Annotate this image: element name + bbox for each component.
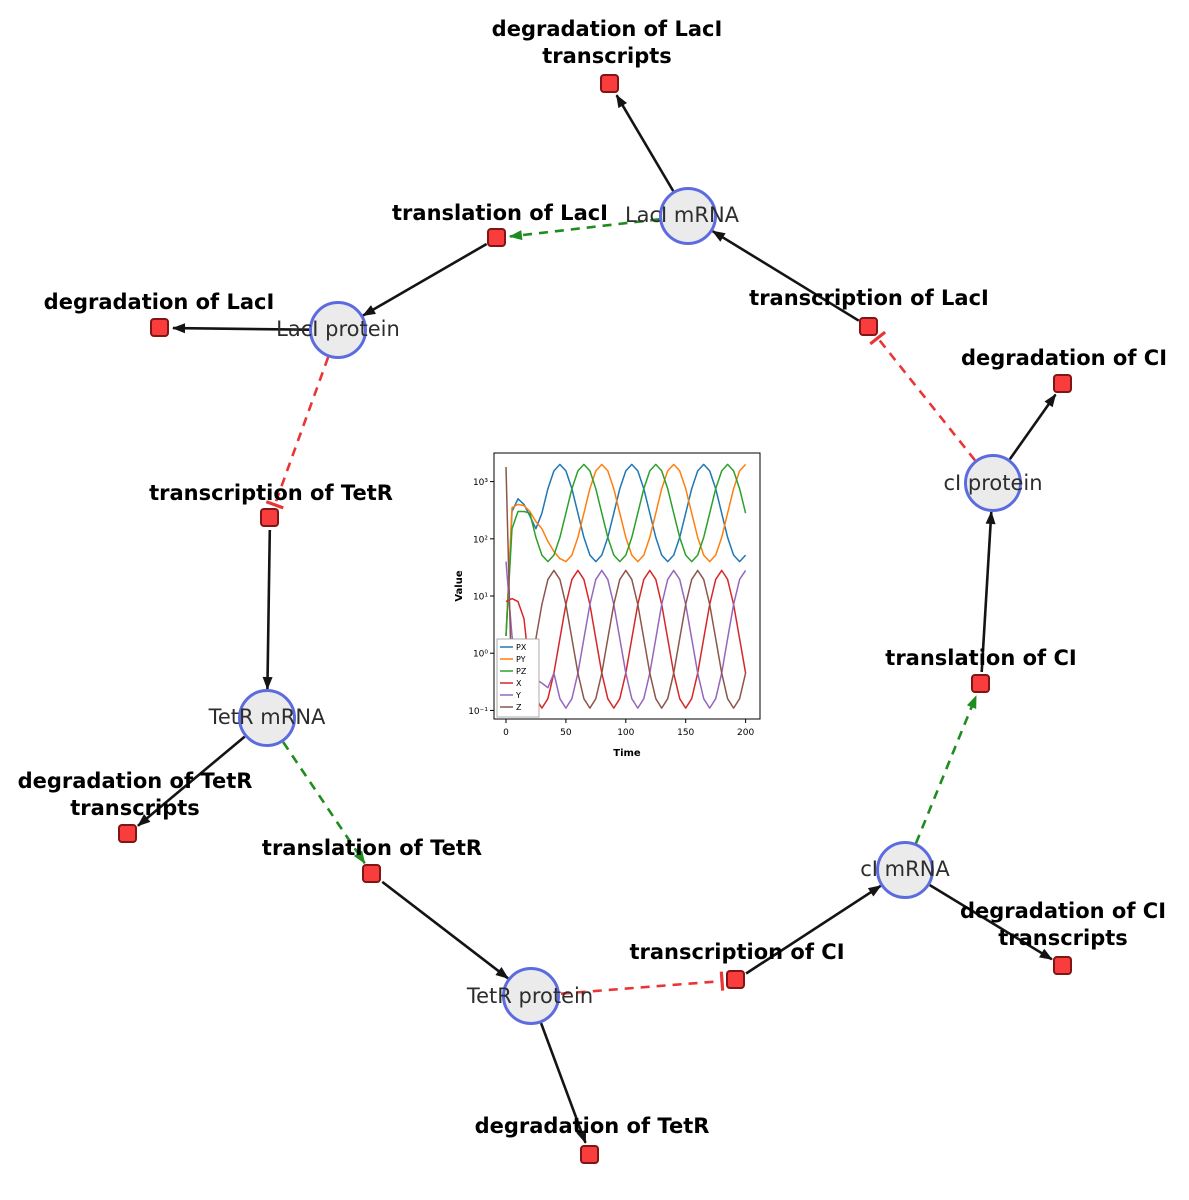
reaction-label-transcription-laci: transcription of LacI (749, 286, 989, 310)
inhibition-bar-transcription-laci (869, 330, 887, 346)
reaction-node-transcription-tetr (260, 508, 279, 527)
edge-translation-tetr-to-tetr-protein (381, 880, 509, 980)
edge-lacimrna-to-deg-laci-transcripts (615, 94, 675, 192)
reaction-label-degradation-laci: degradation of LacI (43, 290, 275, 314)
reaction-label-degradation-ci-transcripts: degradation of CI transcripts (960, 898, 1166, 952)
y-axis-label: Value (454, 570, 465, 601)
legend-label-X: X (516, 679, 522, 688)
edge-tetr-protein-to-deg-tetr (539, 1022, 587, 1144)
reaction-label-translation-laci: translation of LacI (392, 201, 608, 225)
edge-translation-laci-to-laci-protein (362, 242, 488, 317)
series-line-Y (505, 561, 747, 709)
reaction-label-line: degradation of TetR (17, 769, 253, 793)
reaction-node-degradation-tetr-transcripts (118, 824, 137, 843)
species-label-tetr-mrna: TetR mRNA (208, 705, 326, 729)
reaction-node-degradation-ci (1053, 374, 1072, 393)
species-node-ci-protein (964, 454, 1022, 512)
y-tick-label: 10⁰ (473, 650, 488, 660)
legend-label-Z: Z (516, 703, 522, 712)
reaction-node-transcription-laci (859, 317, 878, 336)
edge-ci-protein-to-deg-ci (1008, 393, 1057, 461)
species-node-tetr-protein (502, 967, 560, 1025)
edge-transcription-tetr-to-tetr-mrna (262, 529, 273, 690)
reaction-node-degradation-laci-transcripts (600, 74, 619, 93)
x-tick-label: 150 (677, 728, 694, 738)
inhibition-bar-transcription-tetr (265, 500, 284, 510)
reaction-label-degradation-laci-transcripts: degradation of LacI transcripts (492, 16, 723, 70)
series-line-PY (505, 463, 747, 637)
species-label-ci-protein: cI protein (943, 471, 1043, 495)
species-label-tetr-protein: TetR protein (466, 984, 594, 1008)
inset-timeseries-chart: 10³ 10² 10¹ 10⁰ 10⁻¹ 0 50 100 150 200 Value Time PX P… (450, 443, 772, 761)
x-axis-label: Time (613, 748, 641, 759)
x-tick-label: 50 (560, 728, 572, 738)
species-label-laci-mrna: LacI mRNA (624, 203, 740, 227)
edge-ci-mrna-to-deg-ci-transcripts (929, 883, 1053, 961)
legend-label-PX: PX (516, 643, 527, 652)
reaction-label-line: transcripts (998, 926, 1128, 950)
reaction-label-translation-ci: translation of CI (885, 646, 1077, 670)
species-label-laci-protein: LacI protein (276, 317, 400, 341)
inset-axes-frame (493, 452, 761, 720)
reaction-label-transcription-ci: transcription of CI (629, 940, 845, 964)
y-tick-label: 10⁻¹ (468, 707, 488, 717)
reaction-node-transcription-ci (726, 970, 745, 989)
edge-transcription-ci-to-ci-mrna (745, 884, 882, 975)
reaction-label-transcription-tetr: transcription of TetR (149, 481, 393, 505)
reaction-node-degradation-tetr (580, 1145, 599, 1164)
legend-box (496, 638, 540, 718)
inhibition-bar-transcription-ci (719, 971, 725, 991)
inset-chart-svg: 10³ 10² 10¹ 10⁰ 10⁻¹ 0 50 100 150 200 Value Time PX P… (454, 452, 761, 759)
series-line-PX (505, 463, 747, 637)
edge-modifier-tetr-mrna-to-translation-tetr (282, 741, 366, 865)
y-tick-label: 10¹ (473, 593, 488, 603)
reaction-label-degradation-tetr: degradation of TetR (474, 1114, 710, 1138)
reaction-node-degradation-ci-transcripts (1053, 956, 1072, 975)
reaction-node-translation-laci (487, 228, 506, 247)
reaction-node-translation-tetr (362, 864, 381, 883)
species-node-laci-protein (309, 301, 367, 359)
species-node-ci-mrna (876, 841, 934, 899)
legend-label-PZ: PZ (516, 667, 527, 676)
reaction-label-line: degradation of CI (959, 899, 1167, 923)
legend-label-PY: PY (516, 655, 526, 664)
reaction-label-line: transcripts (70, 796, 200, 820)
reaction-label-translation-tetr: translation of TetR (261, 836, 483, 860)
edge-translation-ci-to-ci-protein (980, 511, 996, 673)
species-node-tetr-mrna (238, 689, 296, 747)
reaction-label-line: degradation of LacI (491, 17, 723, 41)
reaction-node-translation-ci (971, 674, 990, 693)
legend-label-Y: Y (515, 691, 521, 700)
y-tick-label: 10³ (473, 478, 488, 488)
edge-laci-protein-to-deg-laci (172, 323, 310, 334)
edge-inhibition-laci-protein-to-transcription-tetr (273, 356, 330, 506)
species-label-ci-mrna: cI mRNA (860, 857, 950, 881)
edge-inhibition-tetr-protein-to-transcription-ci (560, 979, 723, 995)
species-node-laci-mrna (659, 187, 717, 245)
edge-transcription-laci-to-laci-mrna (711, 230, 860, 322)
series-line-Z (505, 466, 747, 709)
reaction-label-line: transcripts (542, 44, 672, 68)
edge-modifier-ci-mrna-to-translation-ci (914, 695, 978, 844)
y-tick-label: 10² (473, 535, 488, 545)
edge-inhibition-ci-protein-to-transcription-laci (876, 337, 977, 462)
series-line-PZ (505, 463, 747, 637)
x-tick-label: 200 (737, 728, 754, 738)
reaction-node-degradation-laci (150, 318, 169, 337)
reaction-label-degradation-tetr-transcripts: degradation of TetR transcripts (18, 768, 253, 822)
x-tick-label: 100 (617, 728, 634, 738)
x-tick-label: 0 (503, 728, 509, 738)
edge-tetr-mrna-to-deg-tetr-transcripts (137, 735, 246, 827)
reaction-label-degradation-ci: degradation of CI (960, 346, 1168, 370)
